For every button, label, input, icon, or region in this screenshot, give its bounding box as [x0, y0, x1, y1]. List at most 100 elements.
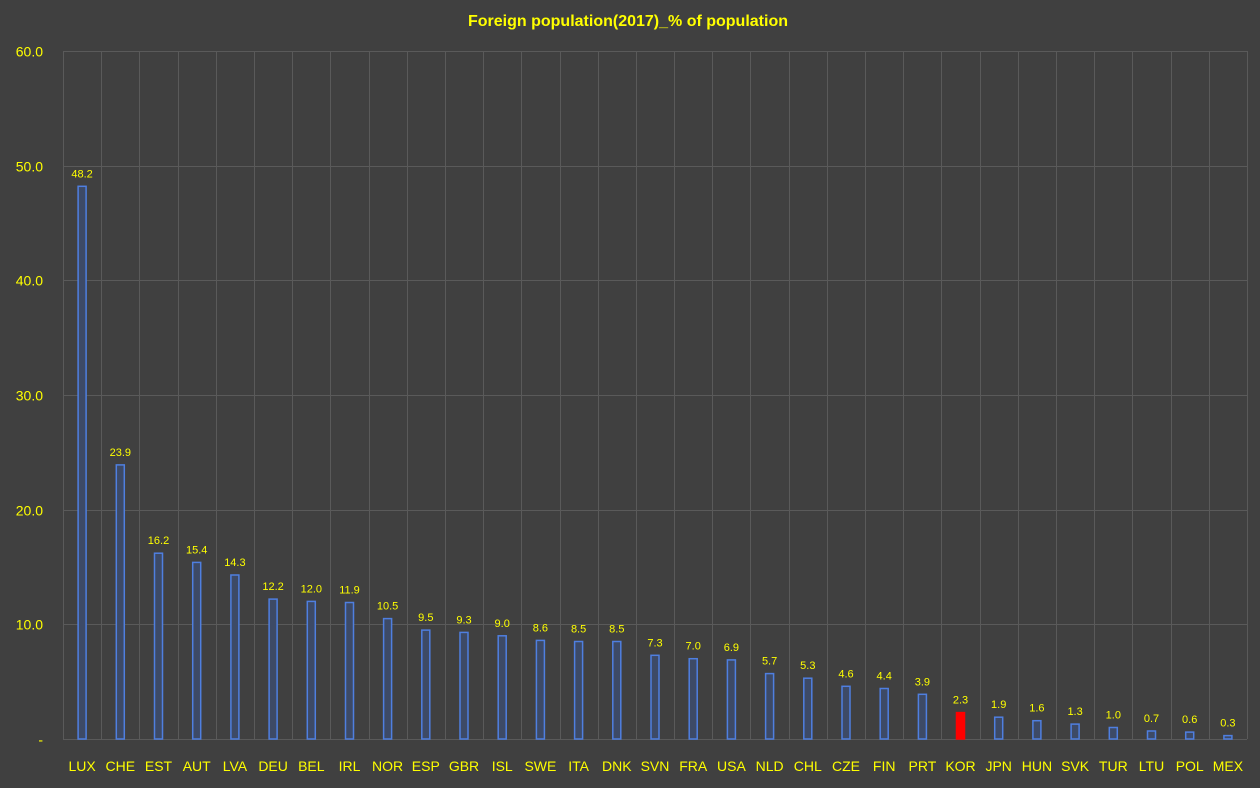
y-tick-label: 10.0: [16, 617, 43, 633]
x-tick-label-fra: FRA: [679, 758, 708, 774]
data-label-deu: 12.2: [262, 581, 283, 593]
x-tick-label-che: CHE: [106, 758, 136, 774]
bar-chl: [803, 677, 813, 740]
bar-prt: [917, 693, 928, 740]
data-label-chl: 5.3: [800, 660, 815, 672]
bar-fin: [879, 687, 889, 740]
bar-fra: [688, 657, 698, 740]
bar-deu: [268, 598, 278, 740]
bar-pol: [1184, 731, 1195, 740]
x-tick-label-ita: ITA: [568, 758, 589, 774]
bar-jpn: [993, 716, 1004, 740]
x-tick-label-chl: CHL: [794, 758, 822, 774]
x-tick-label-aut: AUT: [183, 758, 211, 774]
data-label-lva: 14.3: [224, 557, 245, 569]
data-labels: 48.2 23.9 16.2 15.4 14.3 12.2 12.0 11.9 10.5 9.5 9…: [71, 168, 1235, 729]
bar-irl: [344, 601, 355, 740]
bar-lva: [230, 574, 240, 740]
x-tick-label-ltu: LTU: [1139, 758, 1164, 774]
x-tick-label-deu: DEU: [258, 758, 288, 774]
bar-ita: [573, 640, 584, 740]
bar-ltu: [1146, 730, 1157, 740]
data-label-gbr: 9.3: [456, 614, 471, 626]
data-label-pol: 0.6: [1182, 714, 1197, 726]
bar-che: [115, 464, 126, 740]
bar-mex: [1223, 734, 1233, 740]
y-axis: - 10.0 20.0 30.0 40.0 50.0 60.0: [16, 44, 44, 748]
x-tick-label-tur: TUR: [1099, 758, 1128, 774]
data-label-usa: 6.9: [724, 642, 739, 654]
y-tick-label: 50.0: [16, 159, 43, 175]
y-tick-label: 20.0: [16, 503, 43, 519]
data-label-ita: 8.5: [571, 624, 586, 636]
bar-isl: [497, 635, 507, 740]
x-tick-label-nor: NOR: [372, 758, 403, 774]
data-label-kor: 2.3: [953, 695, 968, 707]
bar-usa: [726, 659, 737, 740]
bar-est: [153, 552, 164, 740]
data-label-swe: 8.6: [533, 622, 548, 634]
x-tick-label-gbr: GBR: [449, 758, 479, 774]
bar-svk: [1070, 723, 1080, 740]
data-label-fra: 7.0: [686, 641, 701, 653]
data-label-svk: 1.3: [1067, 706, 1082, 718]
data-label-bel: 12.0: [301, 583, 322, 595]
x-tick-label-bel: BEL: [298, 758, 325, 774]
bar-kor: [955, 711, 966, 740]
data-label-esp: 9.5: [418, 612, 433, 624]
data-label-est: 16.2: [148, 535, 169, 547]
y-tick-label: 40.0: [16, 273, 43, 289]
data-label-aut: 15.4: [186, 544, 207, 556]
data-label-fin: 4.4: [877, 671, 892, 683]
x-tick-label-fin: FIN: [873, 758, 896, 774]
x-tick-label-swe: SWE: [524, 758, 556, 774]
x-tick-label-lux: LUX: [68, 758, 96, 774]
x-tick-label-mex: MEX: [1213, 758, 1244, 774]
y-tick-label: 30.0: [16, 388, 43, 404]
bar-hun: [1032, 719, 1042, 740]
bar-cze: [841, 685, 851, 740]
x-tick-label-prt: PRT: [909, 758, 937, 774]
x-tick-label-est: EST: [145, 758, 173, 774]
data-label-nor: 10.5: [377, 601, 398, 613]
x-tick-label-svk: SVK: [1061, 758, 1090, 774]
data-label-nld: 5.7: [762, 656, 777, 668]
data-label-mex: 0.3: [1220, 718, 1235, 730]
data-label-isl: 9.0: [495, 618, 510, 630]
data-label-svn: 7.3: [647, 637, 662, 649]
bar-gbr: [459, 631, 469, 740]
bar-aut: [191, 561, 202, 740]
x-tick-label-svn: SVN: [641, 758, 670, 774]
data-label-prt: 3.9: [915, 676, 930, 688]
x-axis: LUX CHE EST AUT LVA DEU BEL IRL NOR ESP GBR ISL SWE I…: [68, 758, 1243, 774]
x-tick-label-pol: POL: [1176, 758, 1204, 774]
y-tick-label: -: [38, 732, 43, 748]
x-tick-label-jpn: JPN: [985, 758, 1011, 774]
bar-tur: [1108, 726, 1119, 740]
x-tick-label-cze: CZE: [832, 758, 860, 774]
x-tick-label-irl: IRL: [339, 758, 361, 774]
x-tick-label-dnk: DNK: [602, 758, 632, 774]
data-label-jpn: 1.9: [991, 699, 1006, 711]
x-tick-label-esp: ESP: [412, 758, 440, 774]
bar-swe: [535, 639, 546, 740]
x-tick-label-kor: KOR: [945, 758, 975, 774]
data-label-tur: 1.0: [1106, 710, 1121, 722]
x-tick-label-isl: ISL: [492, 758, 513, 774]
bar-nor: [382, 617, 393, 740]
data-label-cze: 4.6: [838, 668, 853, 680]
x-tick-label-lva: LVA: [223, 758, 248, 774]
bar-lux: [77, 185, 87, 740]
data-label-irl: 11.9: [339, 585, 360, 597]
bar-bel: [306, 600, 317, 740]
data-label-dnk: 8.5: [609, 624, 624, 636]
gridlines: [63, 51, 1248, 740]
data-label-lux: 48.2: [71, 168, 92, 180]
x-tick-label-hun: HUN: [1022, 758, 1052, 774]
bar-svn: [650, 654, 660, 740]
bar-dnk: [612, 640, 622, 740]
data-label-ltu: 0.7: [1144, 713, 1159, 725]
bar-esp: [421, 629, 431, 740]
